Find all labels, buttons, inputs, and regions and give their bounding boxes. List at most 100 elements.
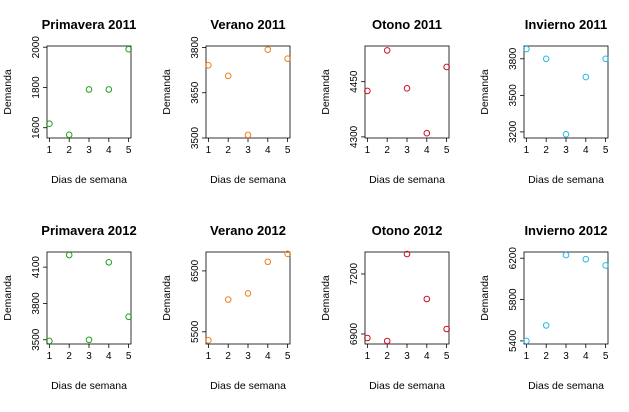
x-tick-label: 1 [47, 145, 53, 156]
x-tick-label: 5 [285, 351, 291, 362]
x-tick-label: 4 [265, 351, 271, 362]
x-tick-label: 4 [106, 145, 112, 156]
x-tick-label: 2 [225, 351, 231, 362]
data-point [284, 55, 291, 62]
plot-frame [46, 251, 132, 345]
y-axis-label: Demanda [479, 275, 491, 321]
y-tick-label: 4100 [31, 256, 42, 279]
data-point [244, 131, 252, 139]
x-tick-label: 1 [47, 351, 53, 362]
panel-title: Verano 2011 [210, 17, 285, 32]
x-tick-label: 2 [543, 145, 549, 156]
data-point [383, 337, 391, 345]
y-tick-label: 4450 [349, 70, 360, 93]
plot-frame [205, 251, 291, 345]
panel-title: Otono 2011 [372, 17, 442, 32]
y-tick-label: 4300 [349, 125, 360, 148]
data-point [46, 120, 53, 128]
x-tick-label: 1 [524, 351, 530, 362]
data-point [105, 86, 113, 93]
plot-frame [205, 45, 291, 139]
x-tick-label: 4 [424, 145, 430, 156]
x-tick-label: 3 [404, 351, 410, 362]
y-axis-label: Demanda [2, 69, 14, 115]
panel-7: Otono 2012 1 2 3 4 5 6900 7200 Dias de semana Dem… [320, 223, 450, 392]
x-axis-label: Dias de semana [528, 380, 604, 392]
data-point [364, 87, 371, 95]
data-point [85, 86, 93, 93]
panel-6: Verano 2012 1 2 3 4 5 5500 6500 Dias de semana De… [161, 223, 291, 392]
plot-frame [523, 251, 609, 345]
x-axis-label: Dias de semana [369, 380, 445, 392]
x-tick-label: 2 [66, 145, 72, 156]
data-point [205, 62, 212, 69]
y-tick-label: 6200 [508, 247, 519, 270]
data-point [105, 258, 113, 266]
x-tick-label: 5 [444, 145, 450, 156]
data-point [423, 295, 431, 303]
x-axis-label: Dias de semana [51, 174, 127, 186]
x-axis-label: Dias de semana [210, 174, 286, 186]
x-tick-label: 1 [365, 145, 371, 156]
data-point [403, 85, 411, 92]
y-axis-label: Demanda [320, 275, 332, 321]
panel-8: Invierno 2012 1 2 3 4 5 5400 5800 6200 Dias de se… [479, 223, 609, 392]
x-axis-label: Dias de semana [51, 380, 127, 392]
x-axis-label: Dias de semana [528, 174, 604, 186]
x-axis-label: Dias de semana [210, 380, 286, 392]
panel-title: Primavera 2012 [41, 223, 136, 238]
data-point [205, 337, 212, 344]
x-tick-label: 1 [206, 145, 212, 156]
data-point [46, 337, 53, 345]
panel-5: Primavera 2012 1 2 3 4 5 3500 3800 4100 Dias de s… [2, 223, 137, 392]
data-point [125, 313, 132, 321]
data-point [602, 262, 609, 269]
data-point [65, 251, 73, 259]
panel-title: Invierno 2011 [525, 17, 607, 32]
y-tick-label: 5800 [508, 288, 519, 311]
data-point [264, 258, 272, 266]
panel-2: Verano 2011 1 2 3 4 5 3500 3650 3800 Dias de sema… [161, 17, 291, 186]
y-axis-label: Demanda [479, 69, 491, 115]
x-tick-label: 3 [563, 145, 569, 156]
y-tick-label: 3500 [31, 328, 42, 351]
x-tick-label: 5 [126, 351, 132, 362]
x-tick-label: 2 [384, 145, 390, 156]
data-point [542, 322, 550, 329]
x-tick-label: 5 [444, 351, 450, 362]
y-tick-label: 2000 [31, 36, 42, 59]
panel-4: Invierno 2011 1 2 3 4 5 3200 3500 3800 Dias de se… [479, 17, 609, 186]
y-axis-label: Demanda [2, 275, 14, 321]
data-point [443, 325, 450, 333]
x-tick-label: 4 [424, 351, 430, 362]
panel-title: Primavera 2011 [42, 17, 137, 32]
y-tick-label: 3800 [31, 292, 42, 315]
y-tick-label: 6900 [349, 322, 360, 345]
x-tick-label: 2 [225, 145, 231, 156]
y-tick-label: 1800 [31, 76, 42, 99]
data-point [443, 63, 450, 71]
y-tick-label: 7200 [349, 262, 360, 285]
x-axis-label: Dias de semana [369, 174, 445, 186]
x-tick-label: 2 [543, 351, 549, 362]
x-tick-label: 3 [404, 145, 410, 156]
y-tick-label: 5400 [508, 329, 519, 352]
x-tick-label: 5 [603, 145, 609, 156]
data-point [284, 250, 291, 258]
y-tick-label: 6500 [190, 259, 201, 282]
x-tick-label: 5 [285, 145, 291, 156]
plot-frame [364, 251, 450, 345]
x-tick-label: 5 [603, 351, 609, 362]
y-tick-label: 5500 [190, 320, 201, 343]
y-tick-label: 3200 [508, 120, 519, 143]
data-point [602, 55, 609, 63]
panel-3: Otono 2011 1 2 3 4 5 4300 4450 Dias de semana Dem… [320, 17, 450, 186]
x-tick-label: 1 [206, 351, 212, 362]
x-tick-label: 5 [126, 145, 132, 156]
y-axis-label: Demanda [161, 275, 173, 321]
x-tick-label: 3 [563, 351, 569, 362]
data-point [85, 336, 93, 344]
data-point [403, 250, 411, 258]
panel-title: Otono 2012 [372, 223, 443, 238]
x-tick-label: 4 [583, 145, 589, 156]
